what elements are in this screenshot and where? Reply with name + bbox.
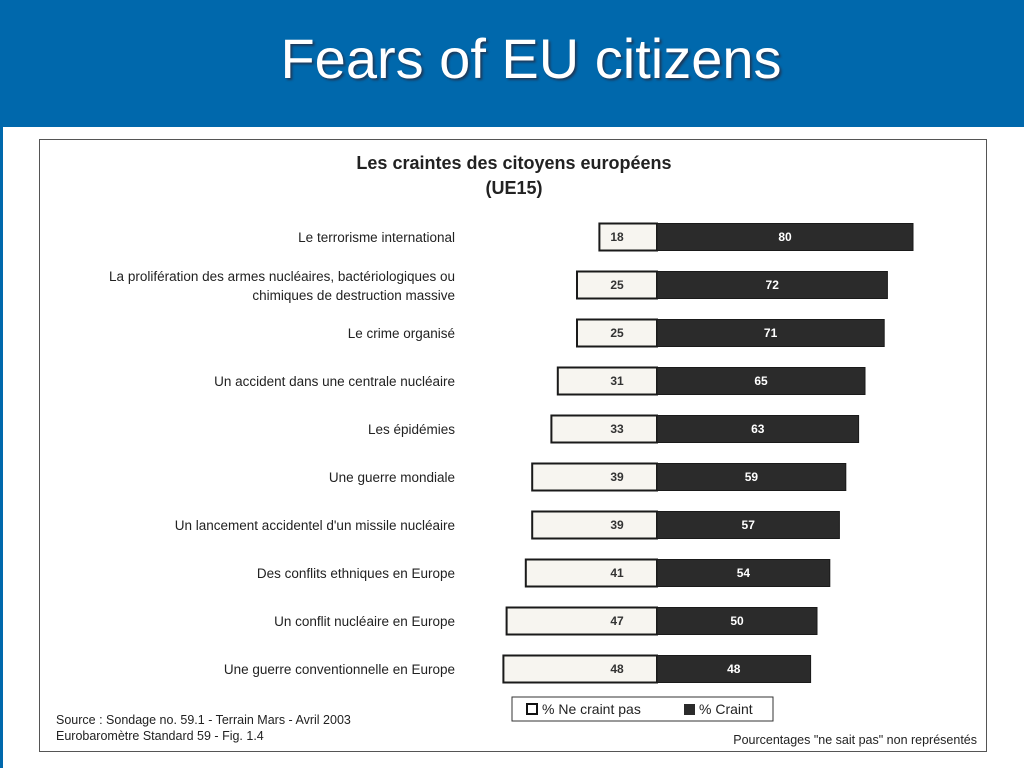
value-label-no-fear: 48 <box>610 662 624 676</box>
bar-fear <box>656 367 866 395</box>
category-label: Un conflit nucléaire en Europe <box>274 614 455 629</box>
value-label-fear: 63 <box>751 422 765 436</box>
value-label-no-fear: 39 <box>610 470 624 484</box>
category-label: Une guerre conventionnelle en Europe <box>224 662 455 677</box>
category-label: Le terrorisme international <box>298 230 455 245</box>
bar-fear <box>656 271 888 299</box>
category-label: Une guerre mondiale <box>329 470 455 485</box>
legend-box <box>511 696 774 722</box>
source-note: Source : Sondage no. 59.1 - Terrain Mars… <box>56 713 351 727</box>
bar-no-fear <box>505 606 658 636</box>
value-label-fear: 48 <box>727 662 741 676</box>
category-label: Un accident dans une centrale nucléaire <box>214 374 455 389</box>
fears-chart: Les craintes des citoyens européens (UE15… <box>56 153 977 747</box>
category-label: chimiques de destruction massive <box>252 288 455 303</box>
bar-fear <box>656 415 860 443</box>
value-label-fear: 71 <box>764 326 778 340</box>
bar-fear <box>656 559 831 587</box>
bar-no-fear <box>531 462 659 492</box>
legend-swatch-no-fear <box>526 703 538 715</box>
value-label-fear: 65 <box>754 374 768 388</box>
legend-label-fear: % Craint <box>699 701 753 717</box>
legend-swatch-fear <box>684 704 695 715</box>
bar-fear <box>656 319 885 347</box>
bar-no-fear <box>524 558 658 588</box>
slide-header <box>0 0 1024 127</box>
value-label-fear: 50 <box>730 614 744 628</box>
value-label-no-fear: 41 <box>610 566 624 580</box>
legend-label-no-fear: % Ne craint pas <box>542 701 641 717</box>
value-label-no-fear: 31 <box>610 374 624 388</box>
bar-fear <box>656 655 812 683</box>
chart-frame: Les craintes des citoyens européens (UE15… <box>39 139 987 752</box>
value-label-fear: 59 <box>745 470 759 484</box>
category-label: Le crime organisé <box>348 326 455 341</box>
value-label-no-fear: 18 <box>610 230 624 244</box>
value-label-fear: 54 <box>737 566 751 580</box>
value-label-no-fear: 39 <box>610 518 624 532</box>
bar-no-fear <box>598 222 659 252</box>
value-label-no-fear: 25 <box>610 278 624 292</box>
chart-title: Les craintes des citoyens européens <box>356 153 671 173</box>
bar-no-fear <box>502 654 658 684</box>
value-label-fear: 72 <box>766 278 780 292</box>
bar-no-fear <box>576 318 658 348</box>
category-label: Un lancement accidentel d'un missile nuc… <box>175 518 455 533</box>
footnote: Pourcentages "ne sait pas" non représent… <box>733 733 977 747</box>
value-label-no-fear: 33 <box>610 422 624 436</box>
value-label-no-fear: 47 <box>610 614 624 628</box>
value-label-no-fear: 25 <box>610 326 624 340</box>
category-label: Des conflits ethniques en Europe <box>257 566 455 581</box>
bar-no-fear <box>576 270 658 300</box>
source-note: Eurobaromètre Standard 59 - Fig. 1.4 <box>56 729 264 743</box>
value-label-fear: 57 <box>742 518 756 532</box>
bar-no-fear <box>550 414 658 444</box>
category-label: Les épidémies <box>368 422 455 437</box>
value-label-fear: 80 <box>778 230 792 244</box>
bar-fear <box>656 607 818 635</box>
slide-title: Fears of EU citizens <box>280 27 782 90</box>
left-edge-bar <box>0 127 3 768</box>
category-label: La prolifération des armes nucléaires, b… <box>109 269 455 284</box>
bar-fear <box>656 511 840 539</box>
chart-subtitle: (UE15) <box>485 178 542 198</box>
bar-fear <box>656 223 914 251</box>
bar-fear <box>656 463 847 491</box>
bar-no-fear <box>556 366 658 396</box>
bar-no-fear <box>531 510 659 540</box>
